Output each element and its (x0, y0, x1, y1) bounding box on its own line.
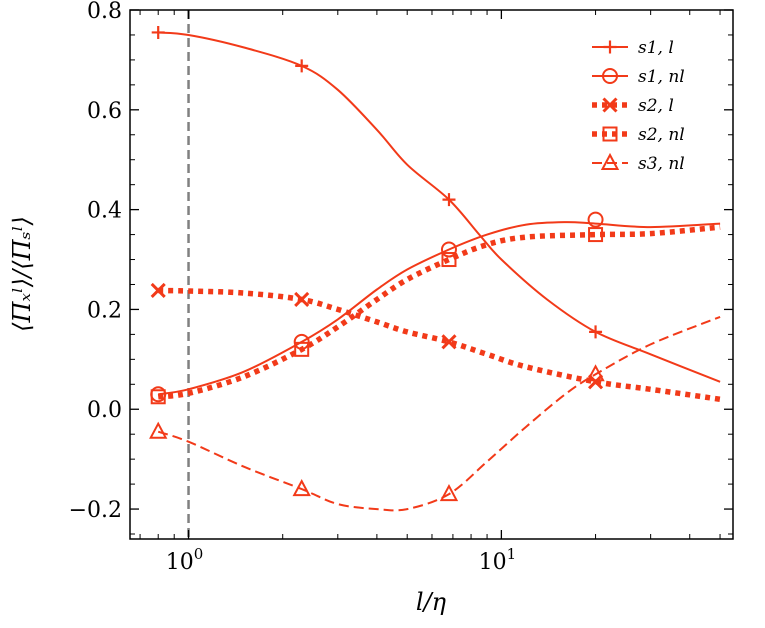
circle-marker (440, 241, 457, 258)
square-marker (294, 341, 310, 357)
series-line (157, 315, 721, 512)
triangle-marker (586, 364, 605, 382)
legend: s1, l s1, nl s2, l s2, nl s3, nl (592, 38, 685, 174)
y-tick-label: 0.8 (87, 0, 122, 24)
series-2 (150, 211, 721, 403)
square-marker (150, 389, 166, 405)
y-tick-label: 0.6 (87, 99, 122, 124)
square-marker (441, 252, 457, 268)
axis-ticks: −0.2 0.0 0.2 0.4 0.6 0.8 100 101 (69, 0, 733, 575)
legend-x-marker (602, 97, 618, 113)
legend-plus-marker (603, 40, 617, 54)
legend-label: s2, nl (638, 125, 685, 145)
plus-marker (295, 59, 309, 73)
triangle-marker (292, 478, 311, 497)
legend-label: s1, l (638, 38, 674, 58)
x-marker (294, 291, 310, 308)
legend-entry: s1, l (592, 38, 674, 58)
legend-label: s1, nl (638, 67, 685, 87)
x-axis-label: l/η (416, 588, 447, 616)
y-tick-label: 0.4 (87, 199, 122, 224)
series-line (158, 31, 721, 383)
legend-entry: s3, nl (592, 152, 685, 174)
x-tick-label: 100 (166, 545, 204, 575)
legend-circle-marker (602, 68, 618, 84)
plus-marker (589, 325, 603, 339)
plus-marker (151, 25, 165, 39)
x-marker (150, 282, 166, 299)
triangle-marker (439, 483, 459, 502)
plot-area (149, 10, 721, 539)
series-line (158, 287, 721, 403)
y-tick-label: −0.2 (69, 498, 122, 523)
series-3 (150, 282, 721, 403)
series-line (158, 221, 721, 396)
series-5 (149, 315, 721, 512)
legend-square-marker (602, 126, 618, 142)
legend-label: s3, nl (638, 154, 685, 174)
legend-entry: s2, l (592, 96, 674, 116)
y-tick-label: 0.0 (87, 398, 122, 423)
series-4 (150, 224, 721, 405)
x-tick-label: 101 (479, 545, 517, 575)
x-marker (587, 374, 604, 390)
legend-label: s2, l (638, 96, 674, 116)
legend-entry: s1, nl (592, 67, 685, 87)
circle-marker (587, 211, 604, 228)
triangle-marker (149, 421, 168, 439)
plus-marker (442, 193, 456, 207)
plot-frame (129, 9, 734, 540)
square-marker (588, 227, 604, 243)
x-marker (441, 334, 457, 350)
y-axis-label: ⟨Πₓˡ⟩/⟨Πₛˡ⟩ (8, 216, 36, 332)
series-1 (151, 25, 721, 383)
y-tick-label: 0.2 (87, 298, 122, 323)
legend-entry: s2, nl (592, 125, 685, 145)
legend-triangle-marker (600, 152, 620, 170)
